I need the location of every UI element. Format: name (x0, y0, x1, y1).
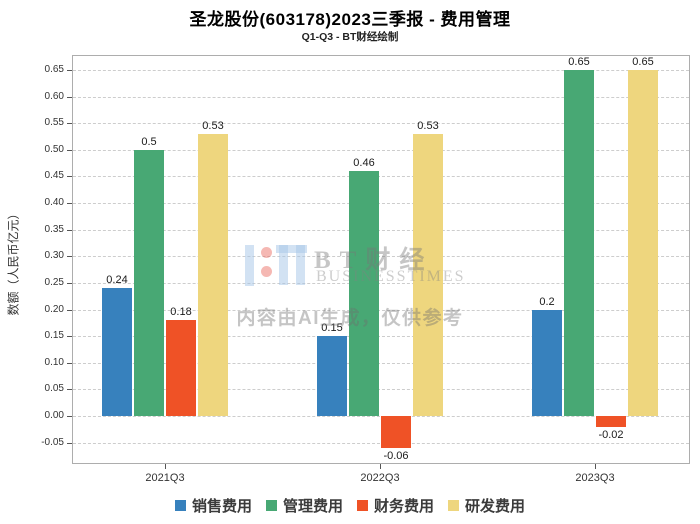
y-tick-mark (67, 229, 72, 231)
legend-label: 研发费用 (465, 498, 526, 515)
bar-销售费用 (532, 309, 562, 417)
legend-swatch-icon (174, 500, 186, 511)
legend-item[interactable]: 研发费用 (448, 495, 525, 516)
gridline (73, 123, 689, 125)
bar-value-label: 0.15 (321, 322, 343, 335)
y-tick-label: 0.60 (44, 90, 64, 102)
y-tick-mark (67, 362, 72, 364)
legend-label: 销售费用 (191, 498, 252, 515)
legend-item[interactable]: 管理费用 (265, 495, 343, 516)
bar-value-label: 0.24 (106, 274, 128, 287)
chart-title: 圣龙股份(603178)2023三季报 - 费用管理 (189, 10, 511, 29)
y-tick-label: 0.30 (44, 250, 64, 262)
y-tick-mark (67, 203, 72, 205)
y-tick-mark (67, 69, 72, 71)
y-tick-mark (67, 96, 72, 98)
gridline (73, 96, 689, 98)
y-tick-mark (67, 176, 72, 178)
x-tick-label: 2021Q3 (145, 472, 185, 484)
legend-swatch-icon (357, 500, 368, 511)
y-tick-mark (67, 442, 72, 444)
bar-value-label: 0.65 (632, 55, 654, 68)
y-tick-label: 0.10 (44, 356, 64, 368)
y-tick-mark (67, 309, 72, 311)
y-tick-label: 0.15 (44, 330, 64, 342)
bar-销售费用 (102, 288, 132, 417)
legend-item[interactable]: 财务费用 (357, 495, 434, 516)
legend-label: 财务费用 (374, 498, 435, 515)
bar-财务费用 (166, 320, 196, 417)
bar-研发费用 (413, 133, 443, 417)
y-tick-label: 0.35 (44, 223, 64, 235)
y-tick-label: 0.65 (44, 63, 64, 75)
gridline (73, 362, 689, 364)
y-tick-mark (67, 282, 72, 284)
bar-value-label: 0.2 (539, 295, 555, 308)
gridline (73, 389, 689, 391)
gridline (73, 256, 689, 258)
bar-管理费用 (134, 149, 164, 417)
x-tick-label: 2023Q3 (575, 472, 615, 484)
y-tick-label: 0.40 (44, 197, 64, 209)
legend-swatch-icon (448, 500, 460, 511)
x-tick-label: 2022Q3 (360, 472, 400, 484)
bar-管理费用 (349, 171, 379, 417)
y-tick-label: 0.50 (44, 143, 64, 155)
x-tick-mark (595, 464, 596, 469)
bar-value-label: 0.46 (353, 157, 375, 170)
bar-管理费用 (564, 69, 594, 417)
bar-研发费用 (628, 69, 658, 417)
y-tick-mark (67, 416, 72, 418)
bar-研发费用 (198, 133, 228, 417)
bar-value-label: -0.06 (383, 450, 409, 463)
bar-财务费用 (381, 416, 411, 449)
y-tick-label: -0.05 (41, 436, 64, 448)
legend-swatch-icon (265, 500, 277, 511)
bar-value-label: -0.02 (598, 428, 624, 441)
gridline (73, 229, 689, 231)
y-tick-mark (67, 336, 72, 338)
x-tick-mark (165, 464, 166, 469)
y-tick-label: 0.25 (44, 276, 64, 288)
gridline (73, 336, 689, 338)
chart-subtitle: Q1-Q3 - BT财经绘制 (301, 31, 399, 43)
legend-item[interactable]: 销售费用 (174, 495, 252, 516)
gridline (73, 149, 689, 151)
x-tick-mark (380, 464, 381, 469)
legend-label: 管理费用 (282, 498, 343, 515)
bar-value-label: 0.53 (202, 119, 224, 132)
gridline (73, 282, 689, 284)
legend: 销售费用 管理费用 财务费用 研发费用 (0, 495, 700, 516)
bar-value-label: 0.65 (568, 55, 590, 68)
y-tick-label: 0.55 (44, 117, 64, 129)
y-tick-mark (67, 256, 72, 258)
y-tick-mark (67, 389, 72, 391)
y-tick-label: 0.05 (44, 383, 64, 395)
bar-财务费用 (596, 416, 626, 427)
bar-value-label: 0.53 (417, 119, 439, 132)
y-tick-mark (67, 123, 72, 125)
y-tick-label: 0.00 (44, 410, 64, 422)
gridline (73, 176, 689, 178)
gridline (73, 203, 689, 205)
bar-value-label: 0.18 (170, 306, 192, 319)
gridline (73, 309, 689, 311)
y-tick-label: 0.20 (44, 303, 64, 315)
bar-value-label: 0.5 (141, 135, 157, 148)
bar-销售费用 (317, 336, 347, 417)
y-tick-mark (67, 149, 72, 151)
plot-area (72, 55, 690, 464)
y-axis-label: 数额（人民币亿元） (6, 207, 21, 316)
y-tick-label: 0.45 (44, 170, 64, 182)
gridline (73, 69, 689, 71)
